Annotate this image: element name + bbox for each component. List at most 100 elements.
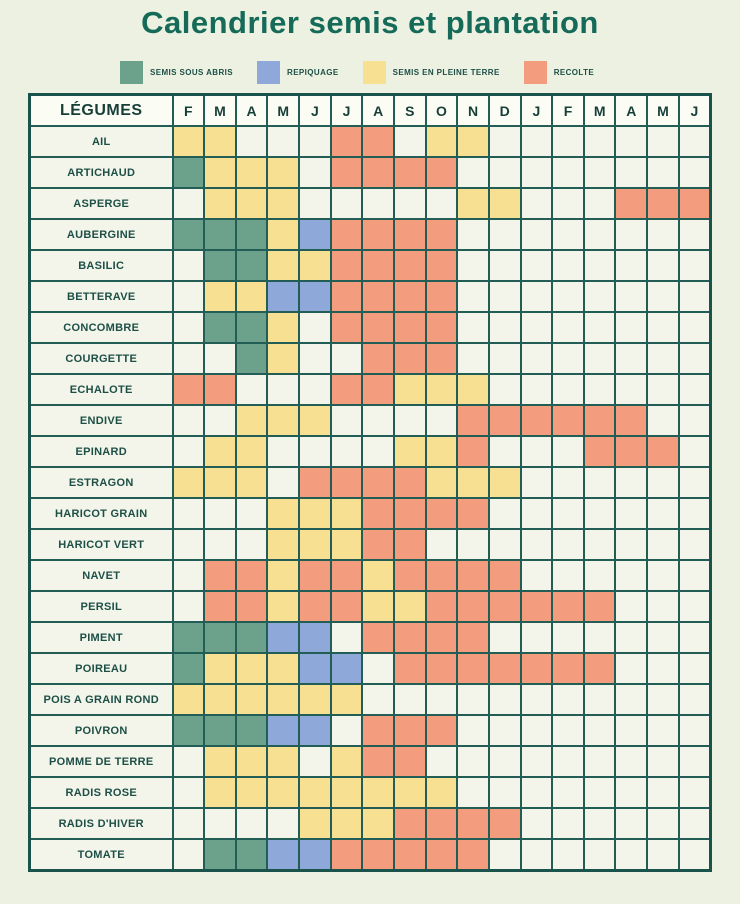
calendar-cell-empty [677, 218, 712, 251]
calendar-cell-empty [551, 621, 585, 654]
calendar-cell-recolte [329, 590, 364, 623]
calendar-cell-recolte [646, 435, 680, 468]
calendar-cell-empty [329, 342, 364, 375]
calendar-cell-empty [677, 714, 712, 747]
calendar-cell-semis-pleine-terre [234, 745, 269, 778]
calendar-cell-repiquage [298, 838, 332, 872]
calendar-cell-semis-sous-abris [234, 342, 269, 375]
calendar-cell-recolte [392, 838, 427, 872]
calendar-cell-semis-pleine-terre [266, 311, 301, 344]
calendar-cell-recolte [424, 218, 459, 251]
month-header-2-m: M [203, 93, 237, 127]
calendar-cell-empty [298, 373, 332, 406]
calendar-cell-recolte [361, 249, 395, 282]
calendar-cell-empty [171, 404, 206, 437]
calendar-cell-semis-pleine-terre [203, 652, 237, 685]
page-title: Calendrier semis et plantation [141, 5, 599, 40]
calendar-cell-recolte [392, 652, 427, 685]
calendar-cell-semis-pleine-terre [171, 466, 206, 499]
calendar-cell-semis-pleine-terre [234, 652, 269, 685]
calendar-cell-recolte [456, 497, 490, 530]
calendar-cell-recolte [392, 528, 427, 561]
calendar-cell-recolte [329, 125, 364, 158]
calendar-cell-empty [519, 280, 554, 313]
vegetable-label: NAVET [28, 559, 174, 592]
calendar-cell-empty [677, 776, 712, 809]
calendar-cell-semis-pleine-terre [234, 466, 269, 499]
calendar-cell-recolte [456, 807, 490, 840]
month-header-7-a: A [361, 93, 395, 127]
calendar-cell-empty [487, 280, 522, 313]
vegetable-label: BASILIC [28, 249, 174, 282]
calendar-cell-empty [487, 683, 522, 716]
calendar-cell-empty [646, 466, 680, 499]
calendar-cell-empty [456, 280, 490, 313]
calendar-cell-empty [677, 373, 712, 406]
calendar-cell-empty [424, 187, 459, 220]
calendar-cell-empty [519, 497, 554, 530]
calendar-cell-empty [551, 156, 585, 189]
calendar-cell-recolte [329, 249, 364, 282]
calendar-cell-empty [677, 125, 712, 158]
calendar-cell-empty [456, 776, 490, 809]
calendar-cell-recolte [392, 745, 427, 778]
calendar-cell-semis-sous-abris [234, 311, 269, 344]
calendar-cell-empty [519, 435, 554, 468]
calendar-cell-semis-pleine-terre [203, 280, 237, 313]
table-row-endive: ENDIVE [28, 404, 712, 437]
table-row-piment: PIMENT [28, 621, 712, 654]
calendar-cell-empty [234, 807, 269, 840]
calendar-cell-semis-pleine-terre [266, 683, 301, 716]
calendar-cell-empty [582, 497, 617, 530]
calendar-cell-empty [551, 373, 585, 406]
calendar-cell-semis-pleine-terre [361, 807, 395, 840]
calendar-cell-empty [298, 125, 332, 158]
calendar-cell-empty [551, 776, 585, 809]
calendar-cell-empty [614, 497, 649, 530]
calendar-cell-empty [677, 838, 712, 872]
calendar-cell-recolte [614, 187, 649, 220]
table-row-radis-rose: RADIS ROSE [28, 776, 712, 809]
calendar-cell-semis-pleine-terre [266, 404, 301, 437]
calendar-cell-recolte [361, 342, 395, 375]
vegetable-label: POIVRON [28, 714, 174, 747]
calendar-cell-empty [677, 342, 712, 375]
calendar-cell-empty [551, 342, 585, 375]
calendar-cell-empty [614, 373, 649, 406]
table-row-aubergine: AUBERGINE [28, 218, 712, 251]
calendar-cell-empty [298, 745, 332, 778]
calendar-cell-semis-pleine-terre [424, 373, 459, 406]
calendar-cell-empty [582, 311, 617, 344]
table-row-ail: AIL [28, 125, 712, 158]
calendar-cell-semis-pleine-terre [203, 187, 237, 220]
calendar-cell-recolte [519, 590, 554, 623]
calendar-cell-empty [171, 497, 206, 530]
calendar-cell-recolte [456, 652, 490, 685]
calendar-cell-empty [203, 807, 237, 840]
calendar-cell-empty [519, 187, 554, 220]
legend-item-semis-en-pleine-terre: SEMIS EN PLEINE TERRE [362, 60, 500, 84]
calendar-cell-empty [551, 249, 585, 282]
calendar-cell-empty [487, 621, 522, 654]
calendar-cell-empty [329, 404, 364, 437]
calendar-cell-semis-pleine-terre [234, 404, 269, 437]
vegetable-label: POIREAU [28, 652, 174, 685]
calendar-cell-empty [487, 156, 522, 189]
calendar-cell-semis-pleine-terre [266, 528, 301, 561]
calendar-cell-semis-pleine-terre [392, 590, 427, 623]
calendar-cell-empty [551, 528, 585, 561]
calendar-cell-empty [646, 156, 680, 189]
calendar-cell-empty [582, 807, 617, 840]
calendar-cell-empty [551, 187, 585, 220]
legend-label: SEMIS EN PLEINE TERRE [392, 67, 500, 77]
calendar-cell-empty [519, 838, 554, 872]
vegetable-label: RADIS ROSE [28, 776, 174, 809]
vegetable-label: PIMENT [28, 621, 174, 654]
calendar-cell-empty [582, 745, 617, 778]
calendar-cell-empty [582, 528, 617, 561]
calendar-cell-recolte [424, 311, 459, 344]
calendar-cell-recolte [234, 559, 269, 592]
calendar-cell-empty [456, 745, 490, 778]
calendar-cell-repiquage [298, 714, 332, 747]
